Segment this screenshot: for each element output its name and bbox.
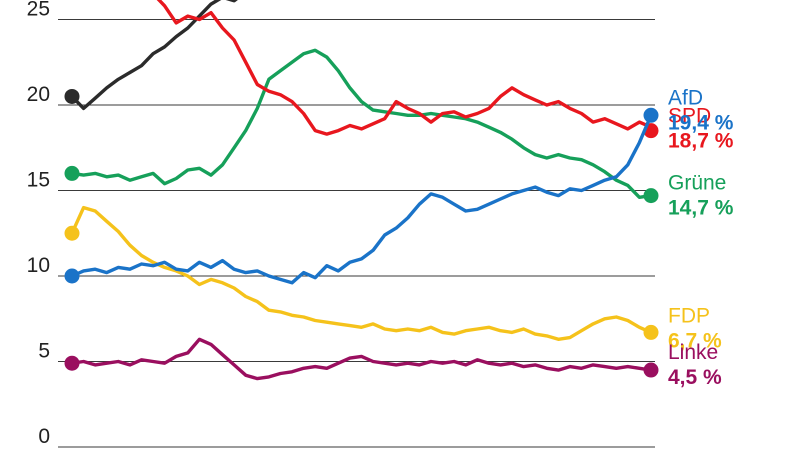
- series-start-marker: [64, 225, 80, 241]
- series-end-marker: [643, 362, 659, 378]
- series-line-fdp: [70, 205, 653, 341]
- legend-name-linke: Linke: [668, 341, 718, 364]
- y-tick-label: 10: [27, 254, 50, 277]
- legend-name-afd: AfD: [668, 86, 703, 109]
- y-axis-tick-labels: 0 5 10 15 20 25: [27, 0, 50, 448]
- series-line-grüne: [70, 48, 653, 199]
- legend-name-spd: SPD: [668, 105, 711, 128]
- series-lines: [64, 0, 659, 381]
- series-start-marker: [64, 165, 80, 181]
- legend-value-fdp: 6,7 %: [668, 329, 722, 352]
- y-tick-label: 25: [27, 0, 50, 21]
- legend-name-grüne: Grüne: [668, 172, 726, 195]
- series-start-marker: [64, 355, 80, 371]
- legend-value-afd: 19,4 %: [668, 111, 734, 134]
- y-tick-label: 0: [38, 425, 50, 448]
- series-end-marker: [643, 324, 659, 340]
- series-line-unlabeled: [70, 0, 238, 111]
- series-end-marker: [643, 188, 659, 204]
- y-tick-label: 5: [38, 340, 50, 363]
- legend-value-grüne: 14,7 %: [668, 197, 734, 220]
- series-end-marker: [643, 107, 659, 123]
- y-tick-label: 20: [27, 83, 50, 106]
- legend-value-spd: 18,7 %: [668, 130, 734, 153]
- series-start-marker: [64, 268, 80, 284]
- series-start-marker: [64, 88, 80, 104]
- gridlines: [58, 19, 655, 448]
- legend-value-linke: 4,5 %: [668, 366, 722, 389]
- y-tick-label: 15: [27, 169, 50, 192]
- series-line-spd: [156, 0, 653, 136]
- series-line-afd: [70, 113, 653, 285]
- series-line-linke: [70, 337, 653, 381]
- legend-name-fdp: FDP: [668, 304, 710, 327]
